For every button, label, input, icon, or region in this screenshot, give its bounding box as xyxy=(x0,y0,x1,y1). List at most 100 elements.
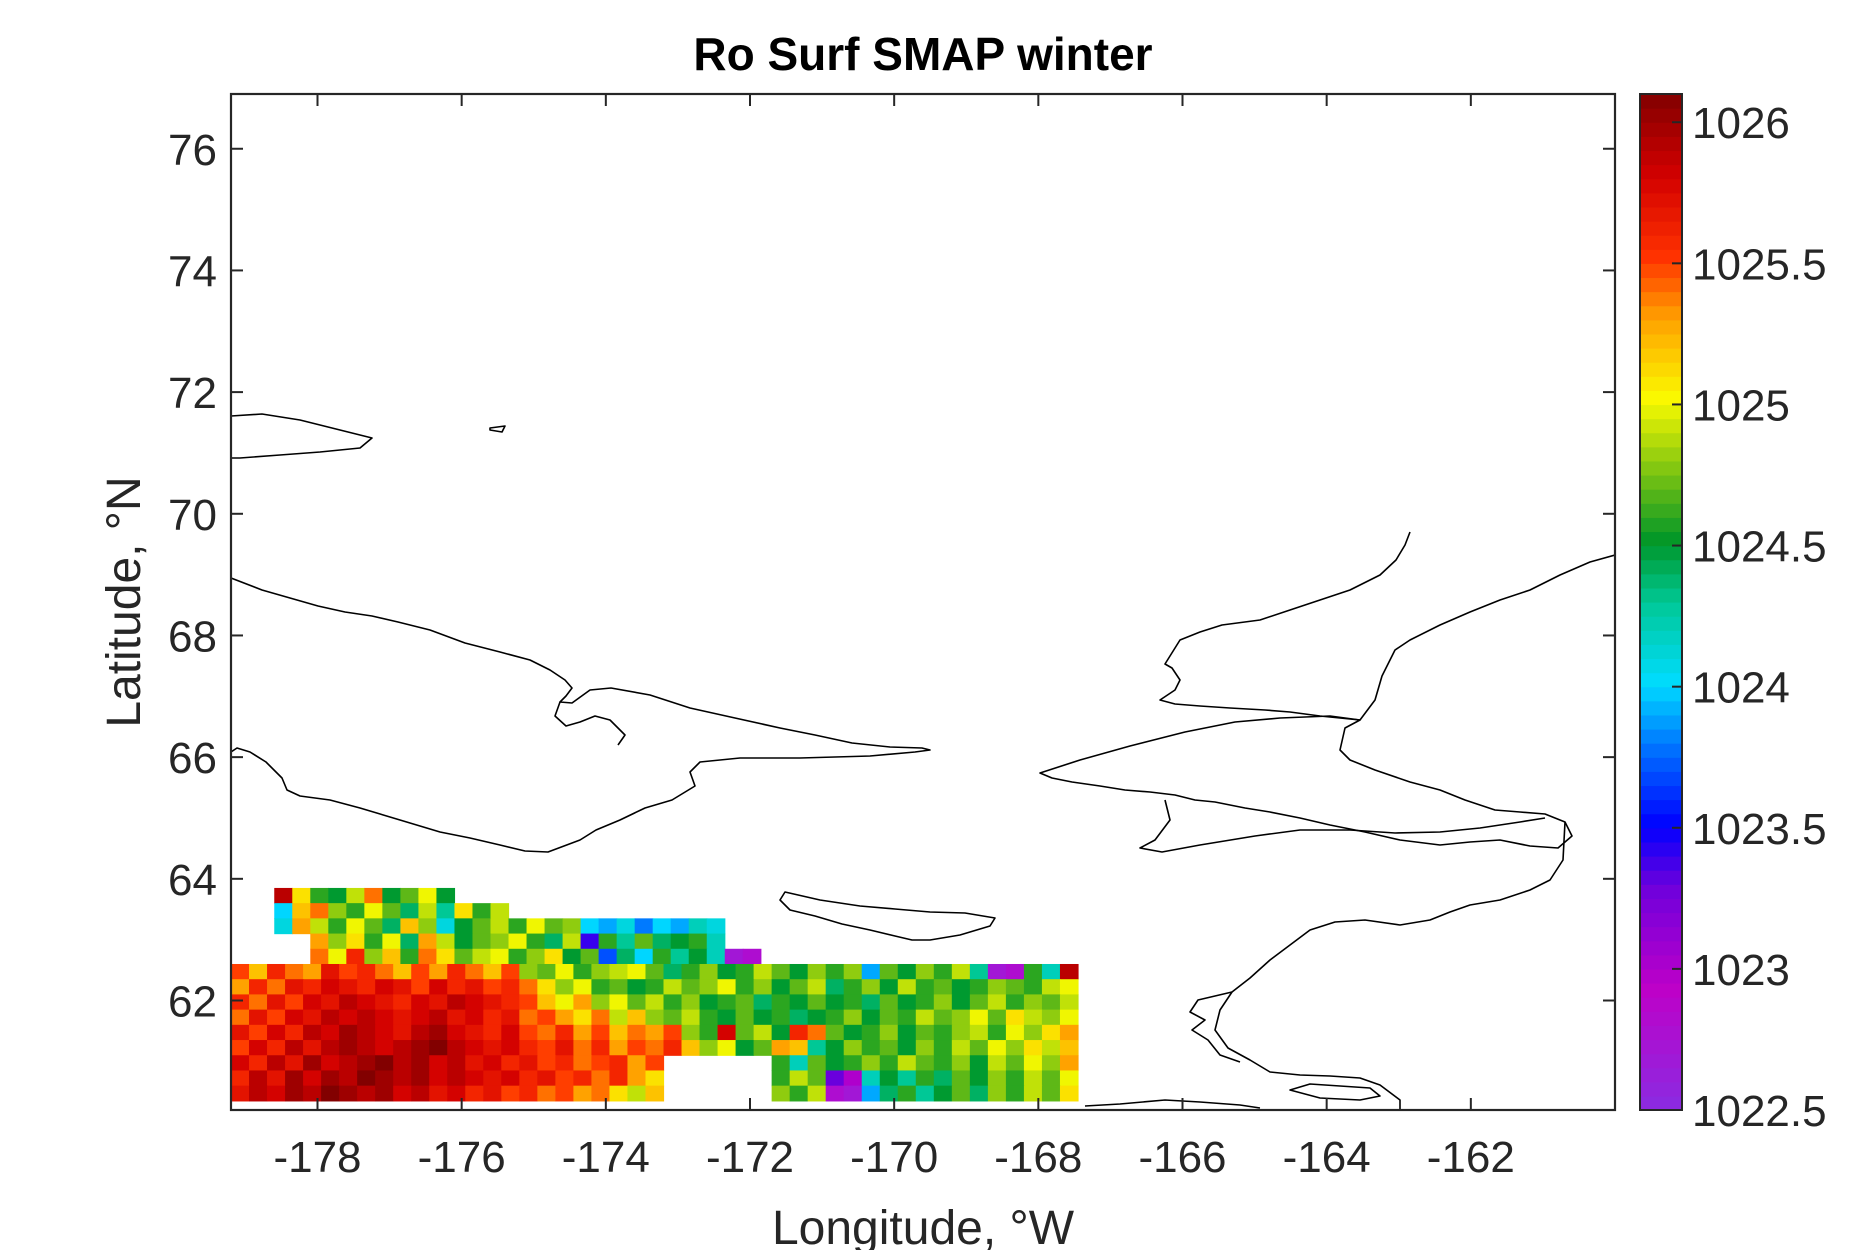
heatmap-cell xyxy=(573,1055,593,1072)
heatmap-cell xyxy=(951,963,971,980)
heatmap-cell xyxy=(771,1009,791,1026)
heatmap-cell xyxy=(346,887,365,904)
heatmap-cell xyxy=(879,1055,899,1072)
heatmap-cell xyxy=(411,1085,430,1102)
heatmap-cell xyxy=(1059,963,1079,980)
heatmap-cell xyxy=(1005,1055,1025,1072)
heatmap-cell xyxy=(375,1055,394,1072)
colorbar-segment xyxy=(1640,460,1682,476)
heatmap-cell xyxy=(555,1024,574,1041)
heatmap-cell xyxy=(231,1070,250,1087)
y-tick-label: 74 xyxy=(168,247,217,296)
heatmap-cell xyxy=(843,994,863,1011)
heatmap-cell xyxy=(807,1070,827,1087)
colorbar-segment xyxy=(1640,1039,1682,1055)
heatmap-cell xyxy=(339,963,358,980)
heatmap-cell xyxy=(285,1070,304,1087)
heatmap-cell xyxy=(501,979,520,996)
heatmap-cell xyxy=(670,948,690,965)
heatmap-cell xyxy=(429,979,448,996)
heatmap-cell xyxy=(627,1009,647,1026)
heatmap-cell xyxy=(580,933,600,950)
colorbar-segment xyxy=(1640,644,1682,660)
heatmap-cell xyxy=(1059,1055,1079,1072)
heatmap-cell xyxy=(825,979,845,996)
heatmap-cell xyxy=(249,963,268,980)
heatmap-cell xyxy=(933,1070,953,1087)
heatmap-cell xyxy=(393,1024,412,1041)
heatmap-cell xyxy=(735,1040,755,1056)
heatmap-cell xyxy=(951,1055,971,1072)
heatmap-cell xyxy=(393,1085,412,1102)
heatmap-cell xyxy=(807,1040,827,1056)
heatmap-cell xyxy=(861,1085,881,1102)
heatmap-cell xyxy=(249,979,268,996)
heatmap-cell xyxy=(483,1024,502,1041)
heatmap-cell xyxy=(771,1070,791,1087)
heatmap-cell xyxy=(1005,1085,1025,1102)
heatmap-cell xyxy=(393,1070,412,1087)
heatmap-cell xyxy=(411,1070,430,1087)
heatmap-cell xyxy=(465,994,484,1011)
heatmap-cell xyxy=(249,1009,268,1026)
heatmap-cell xyxy=(231,994,250,1011)
heatmap-cell xyxy=(699,963,719,980)
colorbar-segment xyxy=(1640,743,1682,758)
heatmap-cell xyxy=(645,1085,665,1102)
heatmap-cell xyxy=(465,1009,484,1026)
coastline-point-hope xyxy=(1159,531,1411,721)
heatmap-cell xyxy=(951,979,971,996)
heatmap-cell xyxy=(429,994,448,1011)
heatmap-cell xyxy=(328,933,347,950)
heatmap-cell xyxy=(285,994,304,1011)
heatmap-cell xyxy=(645,1009,665,1026)
colorbar-segment xyxy=(1640,235,1682,250)
heatmap-cell xyxy=(933,1009,953,1026)
heatmap-cell xyxy=(951,1024,971,1041)
heatmap-cell xyxy=(663,963,683,980)
heatmap-cell xyxy=(933,1055,953,1072)
heatmap-cell xyxy=(843,1070,863,1087)
heatmap-cell xyxy=(1005,963,1025,980)
colorbar-tick-label: 1024 xyxy=(1692,664,1790,713)
heatmap-cell xyxy=(735,979,755,996)
heatmap-cell xyxy=(987,994,1007,1011)
heatmap-cell xyxy=(807,979,827,996)
heatmap-cell xyxy=(285,1085,304,1102)
heatmap-cell xyxy=(609,1024,629,1041)
heatmap-cell xyxy=(267,1024,286,1041)
heatmap-cell xyxy=(609,1040,629,1056)
heatmap-cell xyxy=(519,1009,538,1026)
heatmap-cell xyxy=(670,918,690,935)
heatmap-cell xyxy=(382,903,401,919)
heatmap-cell xyxy=(1041,1070,1061,1087)
heatmap-cell xyxy=(364,903,383,919)
heatmap-cell xyxy=(825,1070,845,1087)
heatmap-cell xyxy=(969,994,989,1011)
heatmap-cell xyxy=(508,918,528,935)
heatmap-cell xyxy=(609,1009,629,1026)
heatmap-cell xyxy=(274,918,293,935)
heatmap-cell xyxy=(861,994,881,1011)
heatmap-cell xyxy=(735,1009,755,1026)
heatmap-cell xyxy=(447,963,466,980)
colorbar-segment xyxy=(1640,813,1682,829)
colorbar-segment xyxy=(1640,1025,1682,1041)
colorbar-segment xyxy=(1640,968,1682,984)
x-tick-label: -174 xyxy=(562,1133,650,1182)
heatmap-cell xyxy=(951,1009,971,1026)
colorbar-segment xyxy=(1640,277,1682,293)
heatmap-cell xyxy=(303,1055,322,1072)
colorbar-segment xyxy=(1640,531,1682,547)
colorbar-segment xyxy=(1640,305,1682,321)
colorbar-segment xyxy=(1640,1053,1682,1069)
heatmap-cell xyxy=(292,903,311,919)
colorbar-segment xyxy=(1640,729,1682,744)
heatmap-cell xyxy=(454,948,474,965)
heatmap-cell xyxy=(375,1009,394,1026)
heatmap-cell xyxy=(364,933,383,950)
colorbar-segment xyxy=(1640,559,1682,575)
heatmap-cell xyxy=(357,1024,376,1041)
colorbar: 1022.5 1023 1023.5 1024 1024.5 1025 1025.5 1026 xyxy=(1639,93,1827,1136)
